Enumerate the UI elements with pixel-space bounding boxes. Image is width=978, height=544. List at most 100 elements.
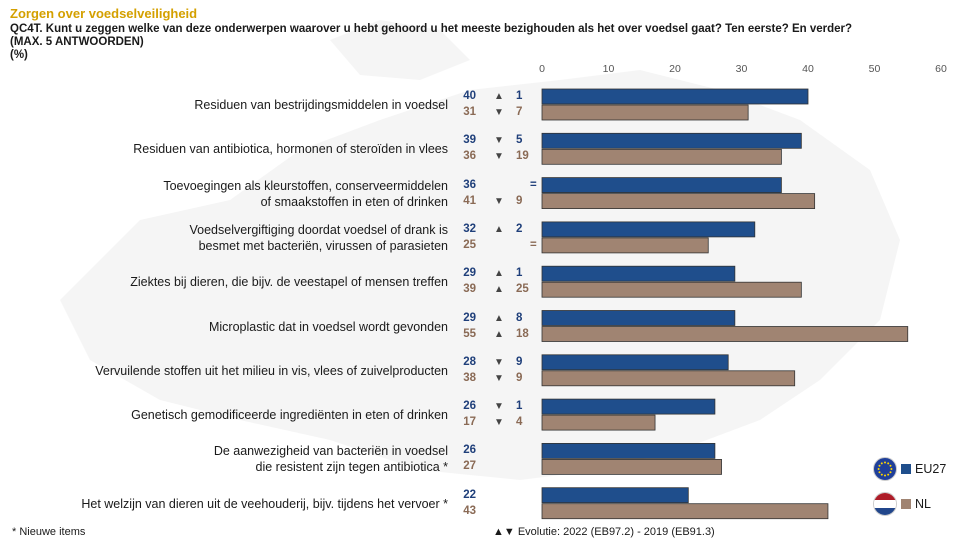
bar-nl	[541, 326, 909, 342]
evolution-eu: ▲ 2	[494, 223, 522, 235]
value-label-nl: 36	[463, 150, 476, 163]
evolution-value: 19	[516, 150, 529, 163]
value-label-eu: 39	[463, 134, 476, 147]
evolution-nl: ▼ 9	[494, 195, 522, 207]
x-tick-label: 50	[868, 63, 881, 75]
category-label: Residuen van bestrijdingsmiddelen in voe…	[194, 97, 448, 113]
x-tick-label: 20	[669, 63, 681, 75]
value-label-eu: 26	[463, 444, 476, 457]
bar-eu	[541, 487, 689, 504]
category-label-line: Het welzijn van dieren uit de veehouderi…	[81, 496, 448, 511]
evolution-nl: ▲ 25	[494, 283, 529, 295]
bar-nl	[541, 370, 796, 387]
x-tick-label: 40	[802, 63, 814, 75]
value-label-eu: 28	[463, 355, 476, 368]
value-label-eu: 36	[463, 178, 476, 191]
bar-nl	[541, 281, 802, 298]
bar-nl	[541, 458, 722, 475]
category-label-line: Toevoegingen als kleurstoffen, conservee…	[163, 178, 448, 193]
eu-flag-icon	[873, 457, 897, 481]
evolution-eu: ▼ 1	[494, 400, 522, 412]
value-label-eu: 29	[463, 311, 476, 324]
value-label-nl: 55	[463, 327, 476, 340]
category-label-line: Residuen van antibiotica, hormonen of st…	[133, 142, 448, 157]
question-line-2: (MAX. 5 ANTWOORDEN)	[10, 36, 144, 48]
evolution-value: 1	[516, 90, 523, 102]
category-label-line: Ziektes bij dieren, die bijv. de veestap…	[130, 275, 448, 290]
evolution-value: =	[530, 178, 537, 191]
up-triangle-icon: ▲	[494, 328, 504, 340]
evolution-legend: ▲▼ Evolutie: 2022 (EB97.2) - 2019 (EB91.…	[493, 526, 715, 538]
down-triangle-icon: ▼	[494, 356, 504, 368]
category-label: Genetisch gemodificeerde ingrediënten in…	[131, 407, 448, 423]
value-label-nl: 17	[463, 416, 476, 429]
category-label-line: Microplastic dat in voedsel wordt gevond…	[208, 319, 448, 334]
evolution-nl: =	[494, 239, 537, 251]
value-label-eu: 32	[463, 222, 476, 235]
legend-label-nl: NL	[915, 497, 931, 511]
bar-eu	[541, 354, 729, 371]
evolution-eu: ▲ 1	[494, 267, 522, 279]
category-label-line: Genetisch gemodificeerde ingrediënten in…	[131, 408, 448, 423]
question-text: QC4T. Kunt u zeggen welke van deze onder…	[10, 23, 852, 62]
category-label-line: De aanwezigheid van bacteriën in voedsel	[213, 444, 448, 459]
category-label: Toevoegingen als kleurstoffen, conservee…	[163, 178, 448, 210]
down-triangle-icon: ▼	[494, 151, 504, 163]
x-tick-label: 60	[935, 63, 947, 75]
category-label: Ziektes bij dieren, die bijv. de veestap…	[130, 274, 448, 290]
value-label-nl: 39	[463, 283, 476, 296]
up-triangle-icon: ▲	[494, 268, 504, 280]
evolution-eu: ▼ 9	[494, 356, 522, 368]
down-triangle-icon: ▼	[494, 107, 504, 118]
down-triangle-icon: ▼	[494, 417, 504, 429]
evolution-value: 25	[516, 283, 529, 296]
legend-eu: EU27	[873, 457, 946, 481]
evolution-nl: ▼ 9	[494, 372, 522, 384]
chart-title: Zorgen over voedselveiligheid	[10, 6, 198, 21]
value-label-eu: 26	[463, 400, 476, 413]
bar-eu	[541, 221, 756, 238]
evolution-eu: =	[494, 179, 537, 191]
footnote: * Nieuwe items	[12, 526, 86, 538]
value-label-nl: 27	[463, 460, 476, 473]
evolution-nl: ▼ 7	[494, 106, 522, 118]
bar-nl	[541, 148, 782, 165]
category-label-line: Residuen van bestrijdingsmiddelen in voe…	[194, 98, 448, 112]
evolution-value: 5	[516, 134, 523, 147]
evolution-nl: ▲ 18	[494, 328, 529, 340]
evolution-value: 4	[516, 416, 523, 429]
question-line-1: QC4T. Kunt u zeggen welke van deze onder…	[10, 23, 853, 35]
value-label-nl: 41	[463, 194, 476, 207]
legend-label-eu: EU27	[915, 462, 947, 476]
evolution-value: 9	[516, 371, 523, 384]
evolution-value: 7	[516, 106, 523, 118]
evolution-value: 18	[516, 327, 529, 340]
category-label-line: die resistent zijn tegen antibiotica *	[255, 460, 448, 475]
category-label: Het welzijn van dieren uit de veehouderi…	[81, 496, 448, 512]
down-triangle-icon: ▼	[494, 372, 504, 384]
header: Zorgen over voedselveiligheid QC4T. Kunt…	[10, 6, 852, 62]
value-label-eu: 29	[463, 267, 476, 280]
bar-eu	[541, 310, 736, 326]
category-label: Vervuilende stoffen uit het milieu in vi…	[95, 363, 448, 379]
x-tick-label: 30	[735, 63, 748, 75]
value-label-nl: 43	[463, 504, 476, 517]
up-triangle-icon: ▲	[494, 223, 504, 235]
category-label-line: Voedselvergiftiging doordat voedsel of d…	[189, 222, 449, 237]
legend-swatch-nl	[901, 499, 911, 509]
down-triangle-icon: ▼	[494, 401, 504, 413]
evolution-nl: ▼ 19	[494, 150, 529, 162]
bar-nl	[541, 193, 816, 210]
evolution-eu: ▲ 8	[494, 312, 522, 324]
evolution-value: 2	[516, 222, 523, 235]
evolution-value: 8	[516, 311, 523, 324]
nl-flag-icon	[873, 492, 897, 516]
evolution-eu: ▲ 1	[494, 90, 522, 102]
category-label: Residuen van antibiotica, hormonen of st…	[133, 141, 448, 157]
bar-eu	[541, 177, 782, 194]
evolution-value: =	[530, 238, 537, 251]
bar-nl	[541, 237, 709, 254]
evolution-value: 9	[516, 355, 523, 368]
category-label: De aanwezigheid van bacteriën in voedsel…	[214, 443, 448, 475]
category-label-line: besmet met bacteriën, virussen of parasi…	[198, 238, 448, 253]
